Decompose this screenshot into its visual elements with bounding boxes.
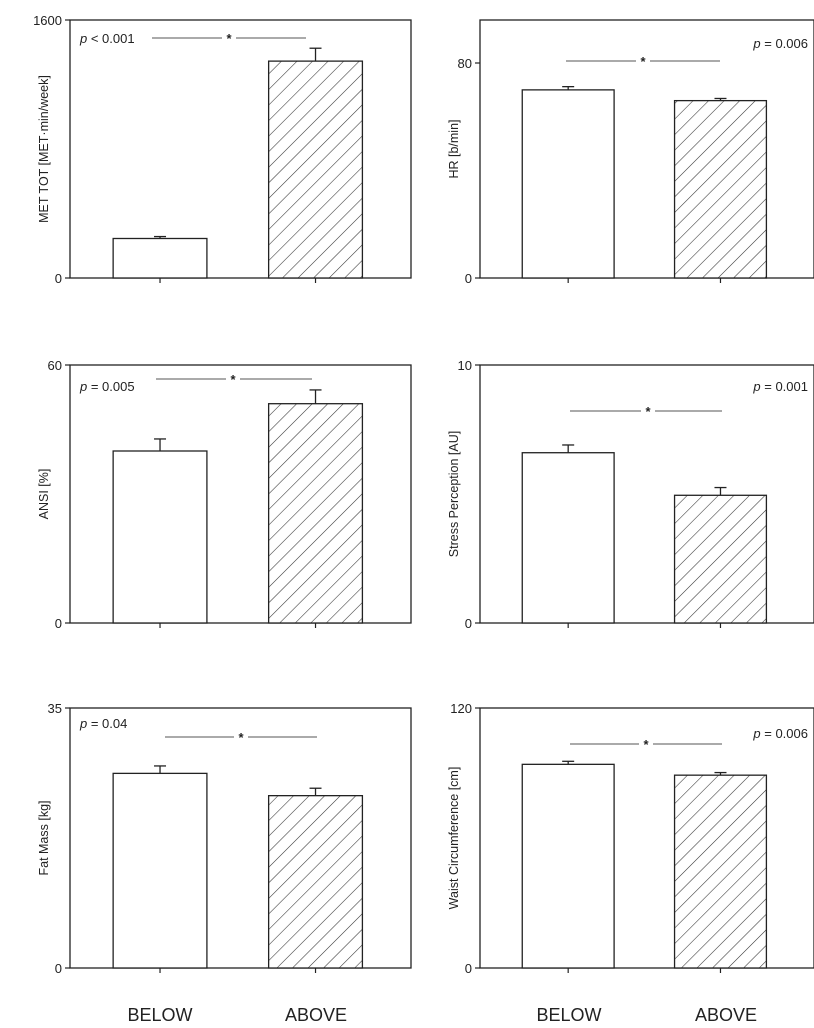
chart-panel-2: 0 80 HR [b/min] * p = 0.006 [447,19,814,286]
chart-panel-4: 0 10 Stress Perception [AU] * p = 0.001 [447,358,814,631]
y-tick-label: 0 [465,271,472,286]
y-tick-label: 35 [48,701,62,716]
p-value-label: p = 0.001 [752,379,808,394]
y-axis-label: Waist Circumference [cm] [447,767,461,910]
significance-star: * [230,372,236,387]
y-tick-label: 0 [465,961,472,976]
p-value-label: p = 0.006 [752,36,808,51]
bar-below [112,450,208,624]
p-value-label: p = 0.04 [79,716,127,731]
chart-panel-5: 0 35 Fat Mass [kg] * p = 0.04 [37,701,412,976]
y-tick-label: 0 [55,616,62,631]
plot-frame [479,707,814,969]
y-tick-label: 0 [465,616,472,631]
bar-below [112,237,208,279]
bar-below [521,763,615,969]
chart-panel-3: 0 60 ANSI [%] * p = 0.005 [37,358,412,631]
bar-above [673,774,768,969]
y-tick-label: 120 [450,701,472,716]
significance-star: * [640,54,646,69]
plot-frame [69,707,412,969]
y-axis-label: Stress Perception [AU] [447,431,461,557]
bottom-category-label: BELOW [536,1005,601,1025]
chart-panel-1: 0 1600 MET TOT [MET·min/week] * p < 0.001 [33,13,412,286]
y-tick-label: 0 [55,271,62,286]
bar-below [112,772,208,969]
y-axis-label: ANSI [%] [37,469,51,520]
y-tick-label: 1600 [33,13,62,28]
y-tick-label: 10 [458,358,472,373]
significance-star: * [645,404,651,419]
bar-above [673,494,768,624]
bottom-category-label: ABOVE [695,1005,757,1025]
p-value-label: p < 0.001 [79,31,135,46]
bottom-category-label: ABOVE [285,1005,347,1025]
bar-above [267,60,364,279]
bar-above [267,403,364,624]
y-tick-label: 60 [48,358,62,373]
p-value-label: p = 0.006 [752,726,808,741]
y-tick-label: 80 [458,56,472,71]
significance-star: * [238,730,244,745]
plot-frame [69,364,412,624]
plot-frame [69,19,412,279]
significance-star: * [643,737,649,752]
bottom-category-label: BELOW [127,1005,192,1025]
bar-below [521,452,615,624]
y-axis-label: Fat Mass [kg] [37,800,51,875]
significance-star: * [226,31,232,46]
y-axis-label: MET TOT [MET·min/week] [37,75,51,223]
chart-panel-6: 0 120 Waist Circumference [cm] * p = 0.006 [447,701,814,976]
plot-frame [479,364,814,624]
bar-above [267,795,364,969]
p-value-label: p = 0.005 [79,379,135,394]
bar-below [521,89,615,279]
plot-frame [479,19,814,279]
y-axis-label: HR [b/min] [447,119,461,178]
bar-above [673,99,768,279]
y-tick-label: 0 [55,961,62,976]
